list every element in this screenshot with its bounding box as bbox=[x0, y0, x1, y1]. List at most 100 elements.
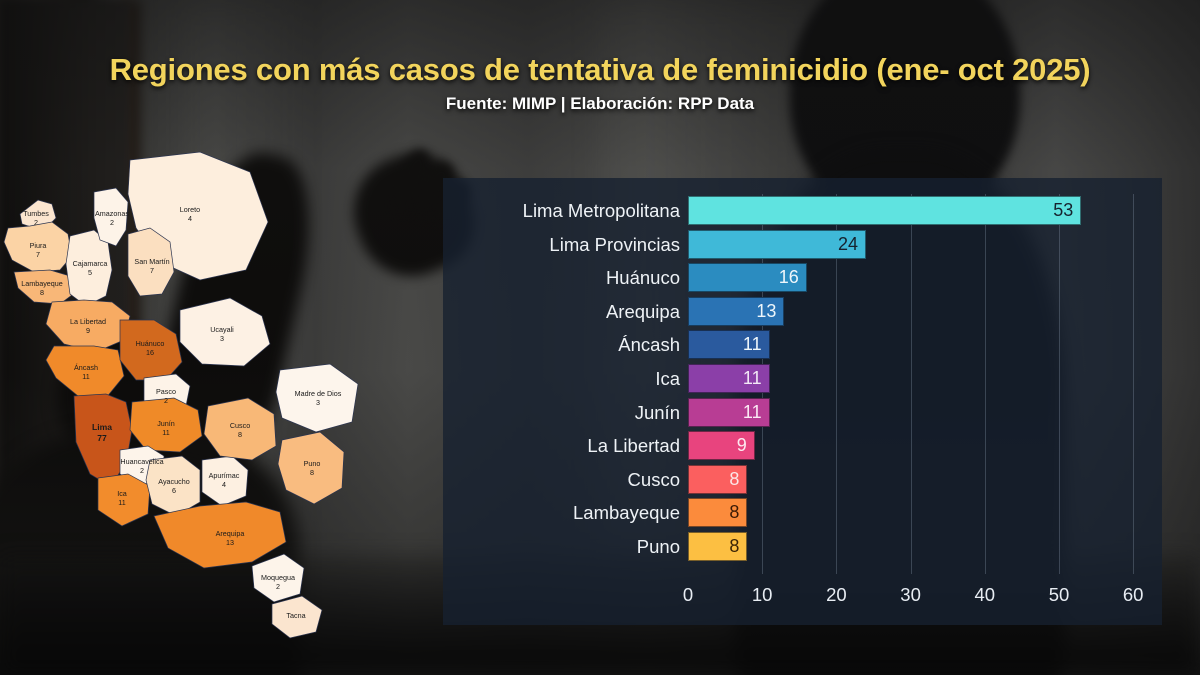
map-region-ica[interactable] bbox=[97, 473, 151, 527]
map-label--ncash: Áncash bbox=[74, 363, 98, 372]
category-label-lima-provincias: Lima Provincias bbox=[549, 233, 680, 255]
bar-value-label-lima-provincias: 24 bbox=[838, 233, 859, 254]
map-label-lambayeque: Lambayeque bbox=[21, 279, 63, 288]
map-value-amazonas: 2 bbox=[110, 218, 114, 227]
map-label-tacna: Tacna bbox=[286, 611, 305, 620]
map-value-piura: 7 bbox=[36, 250, 40, 259]
map-region-hu-nuco[interactable] bbox=[119, 319, 183, 381]
map-value-ayacucho: 6 bbox=[172, 486, 176, 495]
bar-value-label-hu-nuco: 16 bbox=[778, 267, 799, 288]
category-label-lambayeque: Lambayeque bbox=[573, 502, 680, 524]
map-label-arequipa: Arequipa bbox=[216, 529, 245, 538]
x-tick-30: 30 bbox=[900, 584, 921, 605]
category-label-la-libertad: La Libertad bbox=[587, 435, 680, 457]
map-label-san-mart-n: San Martín bbox=[134, 257, 169, 266]
gridline-30 bbox=[910, 194, 912, 574]
bar-value-label-puno: 8 bbox=[729, 536, 740, 556]
map-label-tumbes: Tumbes bbox=[23, 209, 49, 218]
map-region-amazonas[interactable] bbox=[93, 187, 129, 247]
map-value-cusco: 8 bbox=[238, 430, 242, 439]
bar-value-label-arequipa: 13 bbox=[756, 300, 777, 321]
peru-choropleth-map: Tumbes 2 Piura 7 Lambayeque 8 Cajamarca 5 Amazon… bbox=[0, 130, 420, 660]
map-region-cusco[interactable] bbox=[203, 397, 277, 461]
bar-puno[interactable] bbox=[688, 532, 748, 561]
map-label-amazonas: Amazonas bbox=[95, 209, 129, 218]
bar-chart: 53 24 16 13 11 11 11 9 8 8 8 Lima Metropolitana Lim… bbox=[443, 178, 1162, 625]
bar-value-label-jun-n: 11 bbox=[742, 401, 762, 422]
category-label-ica: Ica bbox=[655, 368, 680, 389]
map-label-huancavelica: Huancavelica bbox=[120, 457, 163, 466]
map-region-tacna[interactable] bbox=[271, 595, 323, 639]
page-subtitle-source: Fuente: MIMP | Elaboración: RPP Data bbox=[445, 94, 755, 113]
map-value-jun-n: 11 bbox=[162, 428, 169, 437]
map-label-ayacucho: Ayacucho bbox=[158, 477, 189, 486]
header: Regiones con más casos de tentativa de f… bbox=[0, 0, 1200, 130]
bar-arequipa[interactable] bbox=[688, 296, 785, 326]
bar-ica[interactable] bbox=[688, 364, 770, 393]
x-tick-10: 10 bbox=[751, 584, 773, 605]
map-label-hu-nuco: Huánuco bbox=[136, 339, 165, 348]
map-region-madre-de-dios[interactable] bbox=[275, 363, 359, 433]
gridline-40 bbox=[984, 194, 986, 574]
category-label-puno: Puno bbox=[636, 536, 680, 557]
map-value-ica: 11 bbox=[118, 498, 125, 507]
map-value-san-mart-n: 7 bbox=[150, 266, 154, 275]
map-value-puno: 8 bbox=[310, 468, 314, 477]
x-tick-50: 50 bbox=[1048, 584, 1070, 605]
map-label-ica: Ica bbox=[117, 489, 127, 498]
x-tick-0: 0 bbox=[682, 584, 694, 605]
map-region-arequipa[interactable] bbox=[153, 501, 287, 569]
map-value-moquegua: 2 bbox=[276, 582, 280, 591]
map-svg: Tumbes2Piura7Lambayeque8Cajamarca5Amazon… bbox=[3, 151, 359, 639]
category-label-hu-nuco: Huánuco bbox=[605, 267, 680, 289]
bar--ncash[interactable] bbox=[688, 330, 770, 360]
gridline-60 bbox=[1133, 194, 1135, 574]
map-region-jun-n[interactable] bbox=[129, 397, 203, 453]
map-value-lima: 77 bbox=[97, 433, 107, 443]
map-value-ucayali: 3 bbox=[220, 334, 224, 343]
map-value-cajamarca: 5 bbox=[88, 268, 92, 277]
bar-hu-nuco[interactable] bbox=[688, 263, 807, 293]
map-value--ncash: 11 bbox=[82, 372, 89, 381]
bar-cusco[interactable] bbox=[688, 464, 748, 494]
map-value-hu-nuco: 16 bbox=[146, 348, 154, 357]
map-label-la-libertad: La Libertad bbox=[70, 317, 106, 326]
bar-value-label-lima-metropolitana: 53 bbox=[1053, 200, 1074, 220]
map-value-lambayeque: 8 bbox=[40, 288, 44, 297]
bar-value-label-cusco: 8 bbox=[729, 468, 740, 489]
map-value-madre-de-dios: 3 bbox=[316, 398, 320, 407]
map-region-moquegua[interactable] bbox=[251, 553, 305, 603]
bar-value-label-lambayeque: 8 bbox=[729, 502, 740, 523]
map-label-piura: Piura bbox=[30, 241, 47, 250]
map-label-madre-de-dios: Madre de Dios bbox=[295, 389, 342, 398]
map-value-la-libertad: 9 bbox=[86, 326, 90, 335]
map-label-lima: Lima bbox=[92, 422, 112, 432]
bar-lambayeque[interactable] bbox=[688, 498, 748, 528]
x-tick-60: 60 bbox=[1122, 584, 1144, 605]
map-label-moquegua: Moquegua bbox=[261, 573, 295, 582]
map-region-puno[interactable] bbox=[277, 431, 345, 505]
gridline-50 bbox=[1059, 194, 1060, 574]
category-label-arequipa: Arequipa bbox=[605, 300, 680, 322]
map-label-jun-n: Junín bbox=[157, 419, 175, 428]
category-label--ncash: Áncash bbox=[618, 334, 680, 356]
map-value-loreto: 4 bbox=[188, 214, 192, 223]
map-label-ucayali: Ucayali bbox=[210, 325, 234, 334]
x-tick-20: 20 bbox=[826, 584, 847, 605]
map-label-cusco: Cusco bbox=[230, 421, 250, 430]
bar-value-label-ica: 11 bbox=[742, 368, 762, 388]
x-tick-40: 40 bbox=[974, 584, 996, 605]
gridline-20 bbox=[836, 194, 838, 574]
bar-la-libertad[interactable] bbox=[688, 431, 755, 461]
category-label-jun-n: Junín bbox=[634, 401, 680, 423]
map-region-san-mart-n[interactable] bbox=[127, 227, 175, 297]
category-label-lima-metropolitana: Lima Metropolitana bbox=[522, 200, 680, 221]
page-title: Regiones con más casos de tentativa de f… bbox=[109, 52, 1091, 87]
map-region-ucayali[interactable] bbox=[179, 297, 271, 367]
bar-value-label-la-libertad: 9 bbox=[736, 435, 747, 456]
map-label-loreto: Loreto bbox=[180, 205, 200, 214]
map-region-lambayeque[interactable] bbox=[13, 269, 77, 305]
bar-lima-metropolitana[interactable] bbox=[688, 196, 1082, 225]
bar-lima-provincias[interactable] bbox=[688, 229, 867, 259]
bar-jun-n[interactable] bbox=[688, 397, 770, 427]
